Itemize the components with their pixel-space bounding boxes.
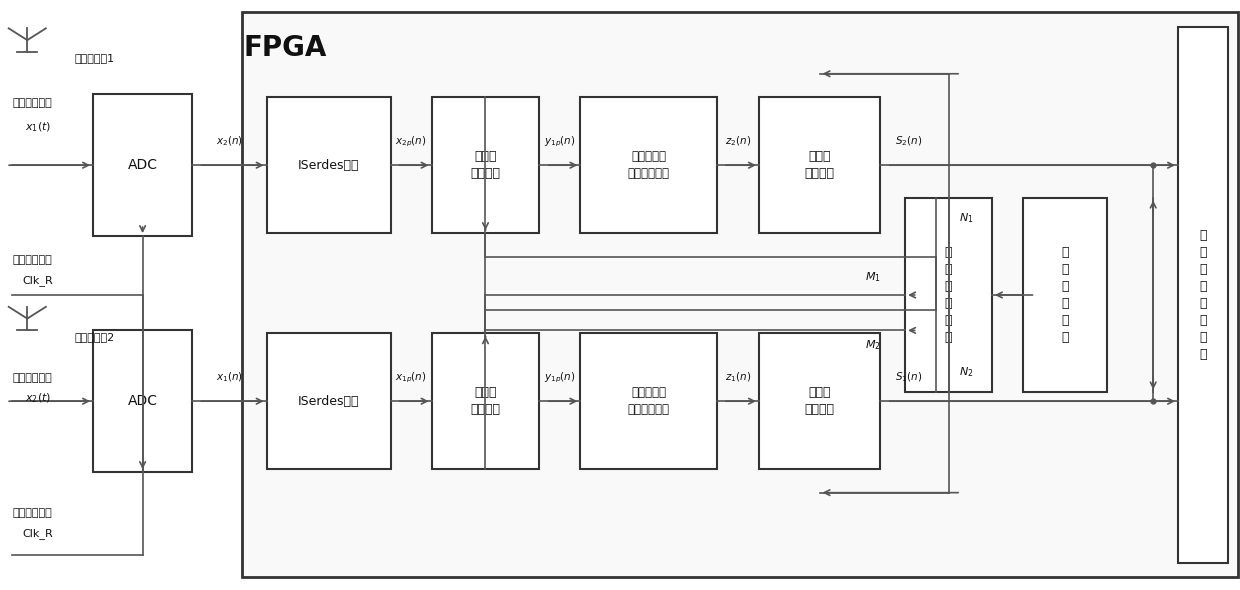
FancyBboxPatch shape — [759, 333, 880, 469]
Text: ADC: ADC — [128, 158, 157, 172]
Text: 后
续
信
号
处
理
模
块: 后 续 信 号 处 理 模 块 — [1199, 229, 1207, 361]
Text: 多相下变频
滤波抽取模块: 多相下变频 滤波抽取模块 — [627, 386, 670, 416]
Text: $x_2(n)$: $x_2(n)$ — [216, 135, 243, 149]
Text: 射频采样时钟: 射频采样时钟 — [12, 509, 52, 518]
Text: 多相下变频
滤波抽取模块: 多相下变频 滤波抽取模块 — [627, 150, 670, 180]
Text: $N_1$: $N_1$ — [959, 211, 973, 225]
FancyBboxPatch shape — [432, 333, 539, 469]
Text: $S_2(n)$: $S_2(n)$ — [895, 135, 923, 149]
FancyBboxPatch shape — [267, 97, 391, 233]
Text: $M_1$: $M_1$ — [864, 270, 880, 284]
Text: 射频输入信号: 射频输入信号 — [12, 99, 52, 108]
Text: FPGA: FPGA — [243, 34, 327, 63]
FancyBboxPatch shape — [432, 97, 539, 233]
Text: $N_2$: $N_2$ — [959, 365, 973, 379]
FancyBboxPatch shape — [267, 333, 391, 469]
FancyBboxPatch shape — [759, 97, 880, 233]
Text: $y_{1p}(n)$: $y_{1p}(n)$ — [544, 371, 575, 385]
Text: ISerdes模块: ISerdes模块 — [298, 395, 360, 408]
Text: $M_2$: $M_2$ — [864, 338, 880, 352]
FancyBboxPatch shape — [580, 333, 717, 469]
Text: 天线或阵元2: 天线或阵元2 — [74, 333, 114, 342]
Text: 射频采样时钟: 射频采样时钟 — [12, 255, 52, 264]
FancyBboxPatch shape — [1178, 27, 1228, 563]
Text: $S_1(n)$: $S_1(n)$ — [895, 371, 923, 385]
Text: $x_{1p}(n)$: $x_{1p}(n)$ — [396, 371, 427, 385]
Text: 粗时延
调整模块: 粗时延 调整模块 — [805, 150, 835, 180]
Text: Clk_R: Clk_R — [22, 275, 53, 286]
FancyBboxPatch shape — [905, 198, 992, 392]
Text: $z_2(n)$: $z_2(n)$ — [724, 135, 751, 149]
Text: $y_{1p}(n)$: $y_{1p}(n)$ — [544, 135, 575, 149]
Text: 时
延
分
解
模
块: 时 延 分 解 模 块 — [945, 246, 952, 344]
Text: $x_1(n)$: $x_1(n)$ — [216, 371, 243, 385]
FancyBboxPatch shape — [580, 97, 717, 233]
Text: 精时延
调整模块: 精时延 调整模块 — [470, 150, 501, 180]
FancyBboxPatch shape — [242, 12, 1238, 577]
Text: 射频输入信号: 射频输入信号 — [12, 373, 52, 382]
Text: 时
延
估
计
模
块: 时 延 估 计 模 块 — [1061, 246, 1069, 344]
Text: 天线或阵元1: 天线或阵元1 — [74, 53, 114, 63]
FancyBboxPatch shape — [93, 94, 192, 236]
Text: $x_{2p}(n)$: $x_{2p}(n)$ — [396, 135, 427, 149]
Text: Clk_R: Clk_R — [22, 529, 53, 539]
Text: 粗时延
调整模块: 粗时延 调整模块 — [805, 386, 835, 416]
Text: $x_2(t)$: $x_2(t)$ — [25, 391, 51, 405]
Text: 精时延
调整模块: 精时延 调整模块 — [470, 386, 501, 416]
FancyBboxPatch shape — [93, 330, 192, 472]
Text: ISerdes模块: ISerdes模块 — [298, 159, 360, 172]
Text: ADC: ADC — [128, 394, 157, 408]
FancyBboxPatch shape — [1023, 198, 1107, 392]
Text: $z_1(n)$: $z_1(n)$ — [724, 371, 751, 385]
Text: $x_1(t)$: $x_1(t)$ — [25, 120, 51, 134]
